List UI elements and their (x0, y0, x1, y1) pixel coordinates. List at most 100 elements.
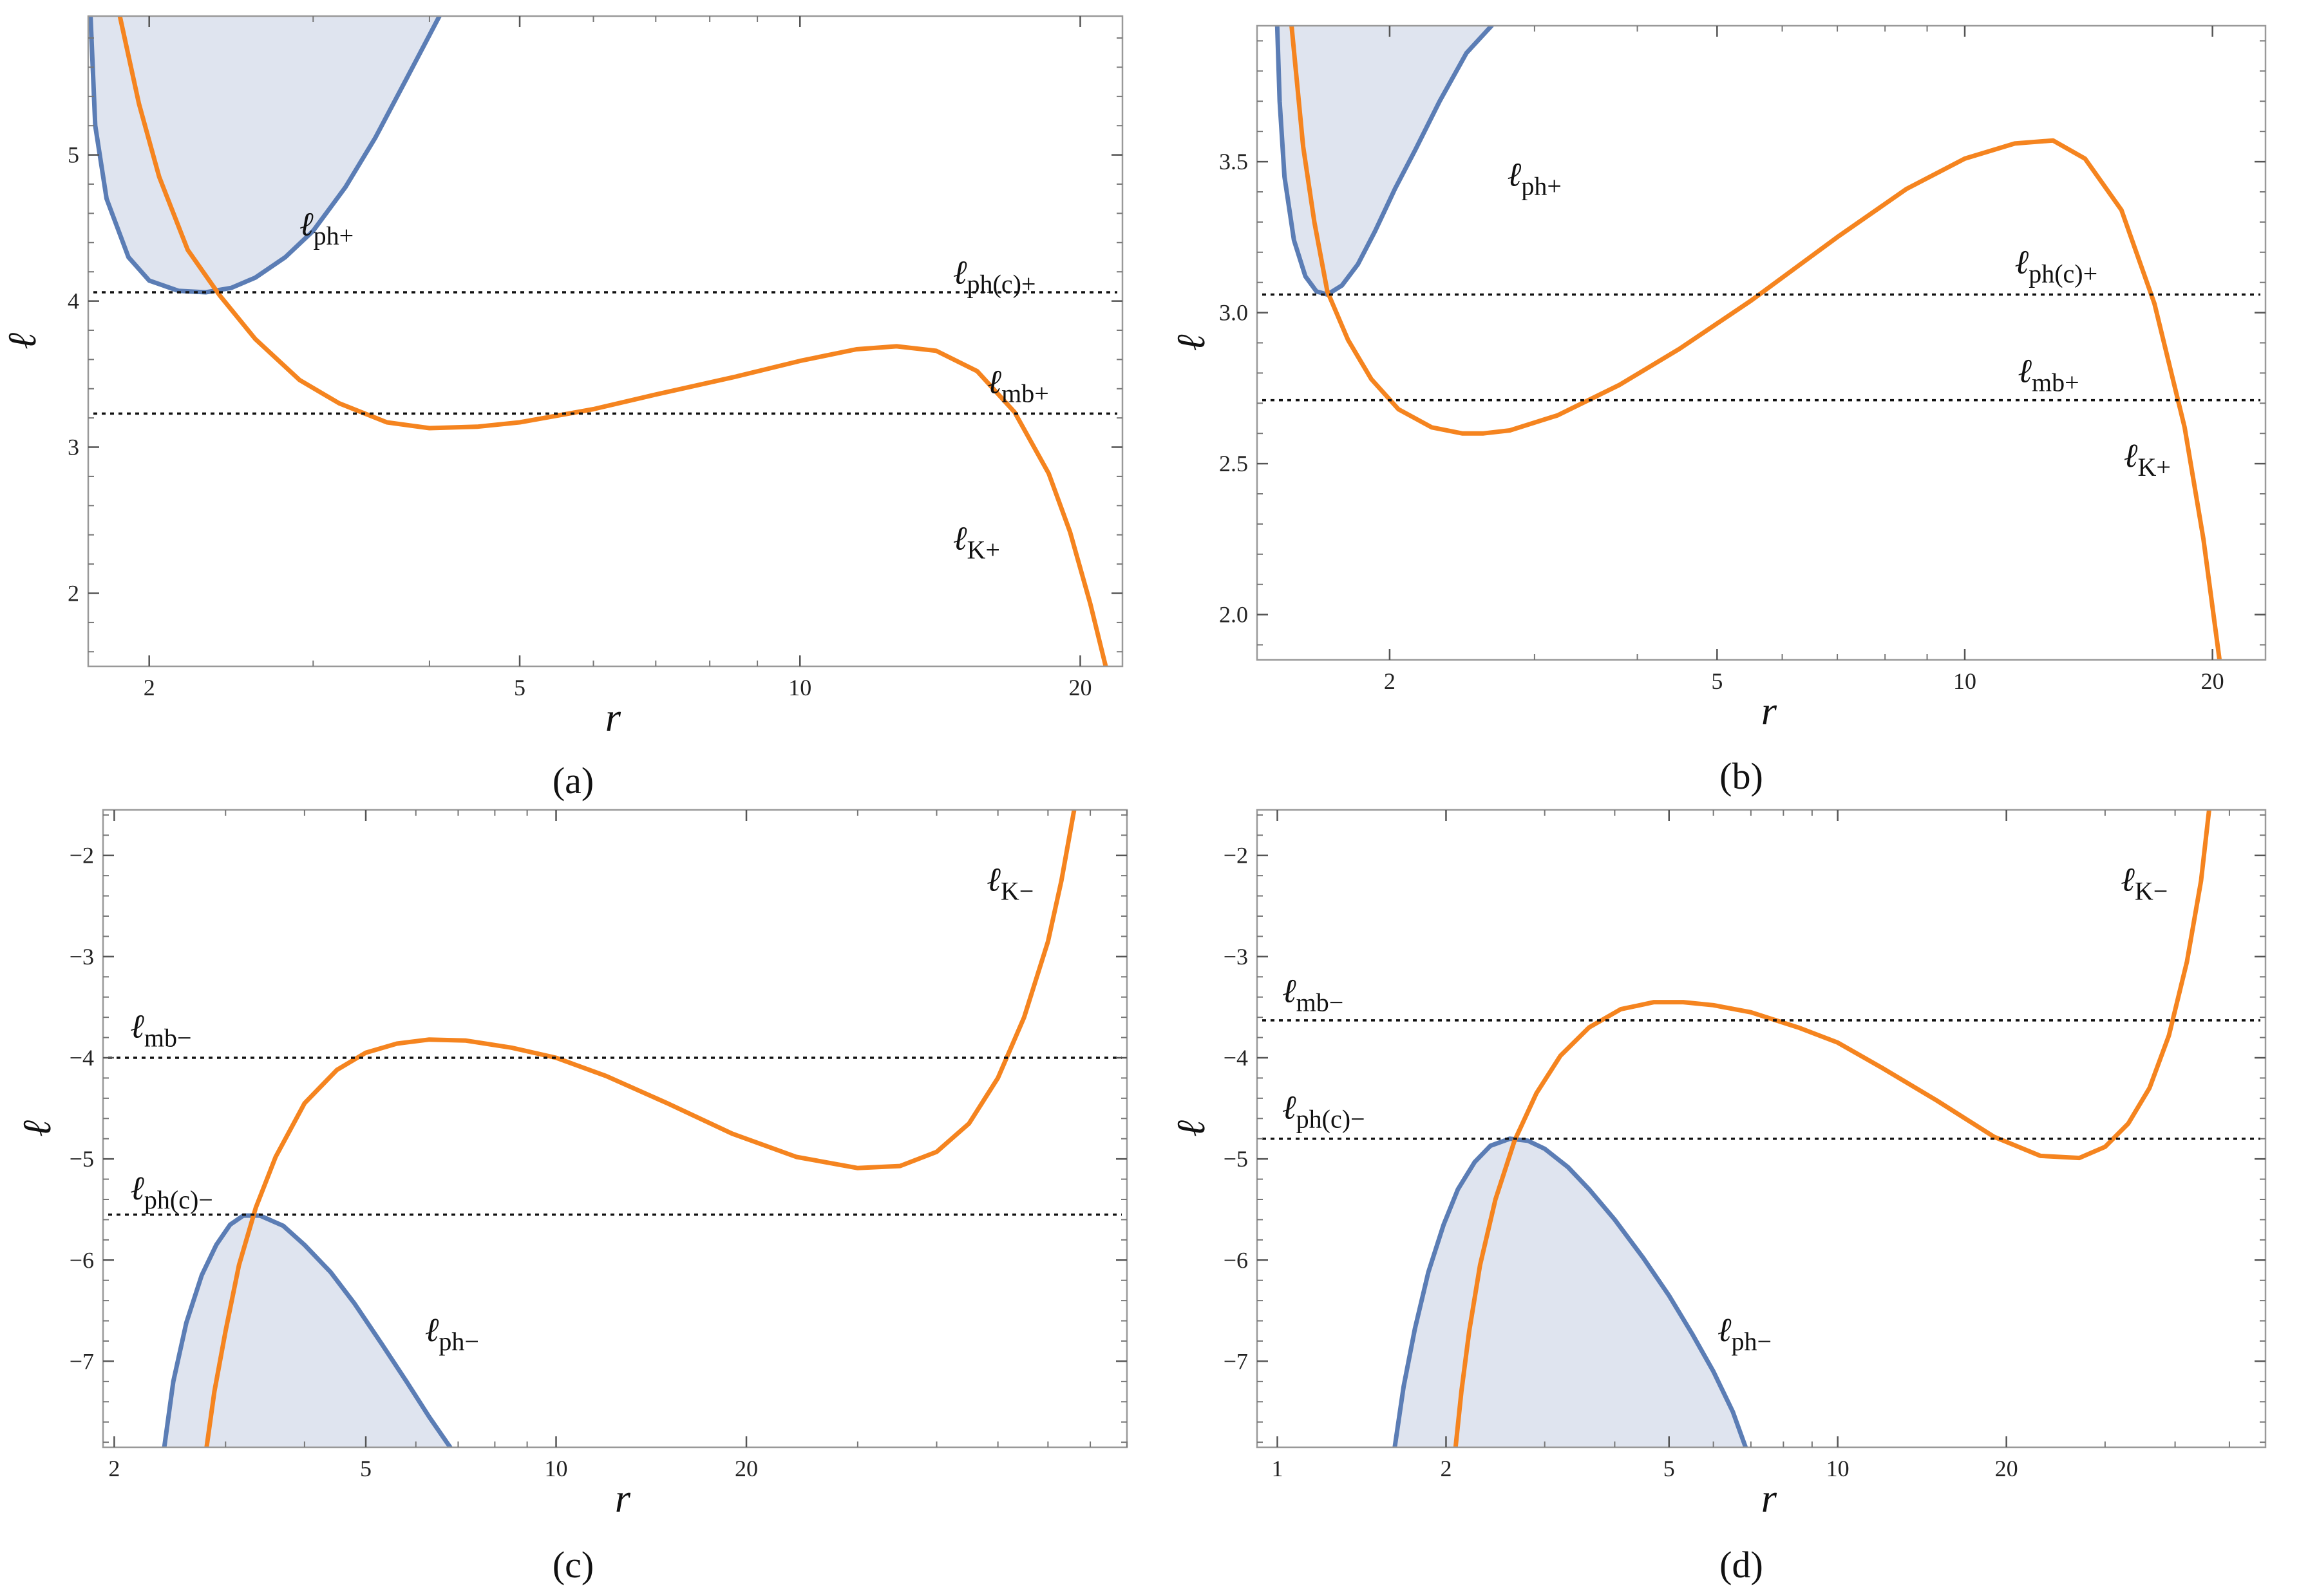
y-tick-label: −7 (70, 1348, 94, 1374)
x-tick-label: 10 (1826, 1456, 1850, 1481)
plot-frame (1256, 809, 2267, 1449)
curve-label: ℓph− (425, 1312, 479, 1356)
ell-glyph: ℓ (425, 1312, 439, 1349)
curve-label: ℓph+ (1508, 157, 1562, 201)
x-tick-label: 2 (144, 675, 155, 700)
photon-orbit-curve (162, 1213, 453, 1447)
x-axis-title: r (1761, 690, 1777, 733)
photon-orbit-curve (1274, 26, 1494, 297)
curve-label: ℓph(c)− (130, 1170, 213, 1214)
curve-label: ℓmb− (1282, 973, 1343, 1017)
ell-glyph: ℓ (130, 1009, 144, 1046)
label-subscript: K+ (967, 535, 1000, 564)
plot-frame (102, 809, 1128, 1449)
y-tick-label: −7 (1224, 1348, 1248, 1374)
y-tick-label: −6 (70, 1247, 94, 1273)
y-axis-title: ℓ (15, 1120, 59, 1137)
panel-caption: (a) (553, 760, 594, 802)
keplerian-curve (204, 810, 1077, 1447)
x-tick-label: 5 (514, 675, 525, 700)
y-tick-label: 2.0 (1219, 602, 1248, 628)
label-subscript: ph(c)+ (967, 269, 1036, 298)
y-axis-title: ℓ (1169, 334, 1213, 351)
curve-label: ℓK+ (953, 520, 1000, 564)
plot-area (1274, 26, 2222, 660)
x-tick-label: 20 (1995, 1456, 2018, 1481)
panel-caption: (b) (1719, 755, 1763, 797)
ell-glyph: ℓ (2121, 862, 2135, 899)
ell-glyph: ℓ (2124, 438, 2138, 474)
x-axis-title: r (615, 1477, 631, 1521)
x-tick-label: 5 (1711, 668, 1723, 694)
y-tick-label: 3.5 (1219, 149, 1248, 174)
photon-region-fill (1277, 26, 1492, 295)
ell-glyph: ℓ (1282, 1089, 1296, 1126)
x-tick-label: 20 (1068, 675, 1092, 700)
y-tick-label: −6 (1224, 1247, 1248, 1273)
y-tick-label: 3.0 (1219, 300, 1248, 326)
curve-label: ℓmb− (130, 1009, 191, 1053)
y-tick-label: 4 (68, 288, 79, 314)
label-subscript: ph(c)+ (2029, 259, 2097, 288)
panel-d: 1 2 5 10 20−7−6−5−4−3−2rℓℓph−ℓK−ℓmb−ℓph(c)−(… (1169, 809, 2267, 1586)
label-subscript: mb− (144, 1024, 192, 1053)
label-subscript: K− (2135, 877, 2168, 906)
ell-glyph: ℓ (299, 206, 314, 243)
ell-glyph: ℓ (1508, 157, 1522, 194)
curve-label: ℓK− (2121, 862, 2168, 906)
panel-b: 2 5 10 202.02.53.03.5rℓℓph+ℓK+ℓph(c)+ℓmb+(b… (1169, 24, 2267, 797)
x-tick-label: 20 (2201, 668, 2224, 694)
y-tick-label: −3 (1224, 944, 1248, 970)
y-axis-title: ℓ (1169, 1120, 1213, 1137)
x-tick-label: 2 (108, 1456, 120, 1481)
y-tick-label: −2 (70, 843, 94, 868)
ell-glyph: ℓ (2018, 353, 2032, 390)
y-tick-label: 5 (68, 142, 79, 168)
x-tick-label: 5 (1663, 1456, 1675, 1481)
label-subscript: mb− (1296, 988, 1344, 1017)
curve-label: ℓK+ (2124, 438, 2171, 482)
photon-region-fill (1394, 1138, 1746, 1447)
y-tick-label: −5 (70, 1146, 94, 1172)
photon-region-fill (90, 16, 440, 292)
plot-area (1392, 810, 2211, 1447)
ell-glyph: ℓ (130, 1170, 144, 1207)
panel-caption: (d) (1719, 1544, 1763, 1586)
label-subscript: ph− (439, 1327, 479, 1356)
ell-glyph: ℓ (953, 254, 967, 291)
x-tick-label: 2 (1384, 668, 1395, 694)
keplerian-curve (117, 16, 1108, 666)
photon-orbit-curve (1392, 1136, 1748, 1447)
curve-label: ℓph(c)+ (953, 254, 1036, 298)
ell-glyph: ℓ (987, 364, 1001, 401)
x-tick-label: 1 (1272, 1456, 1283, 1481)
x-tick-label: 5 (360, 1456, 372, 1481)
label-subscript: mb+ (1001, 379, 1049, 408)
curve-label: ℓmb+ (987, 364, 1048, 408)
label-subscript: ph+ (1521, 172, 1562, 201)
plot-area (88, 16, 1108, 666)
x-tick-label: 20 (735, 1456, 758, 1481)
y-tick-label: −3 (70, 944, 94, 970)
ell-glyph: ℓ (2015, 245, 2029, 281)
label-subscript: mb+ (2032, 368, 2079, 397)
curve-label: ℓph(c)− (1282, 1089, 1365, 1133)
y-tick-label: 2.5 (1219, 451, 1248, 476)
y-tick-label: 2 (68, 581, 79, 606)
panel-c: 2 5 10 20−7−6−5−4−3−2rℓℓph−ℓK−ℓmb−ℓph(c)−(c… (15, 809, 1128, 1586)
label-subscript: ph− (1732, 1327, 1772, 1356)
ell-glyph: ℓ (953, 520, 967, 557)
photon-orbit-curve (88, 16, 442, 295)
curve-label: ℓph(c)+ (2015, 245, 2098, 288)
y-tick-label: −4 (1224, 1045, 1248, 1071)
x-axis-title: r (1761, 1477, 1777, 1521)
label-subscript: ph(c)− (144, 1185, 213, 1214)
x-tick-label: 10 (1953, 668, 1976, 694)
curve-label: ℓK− (987, 862, 1034, 906)
plot-area (162, 810, 1077, 1447)
keplerian-curve (1289, 26, 2222, 660)
label-subscript: K+ (2137, 453, 2170, 482)
label-subscript: K− (1001, 877, 1034, 906)
